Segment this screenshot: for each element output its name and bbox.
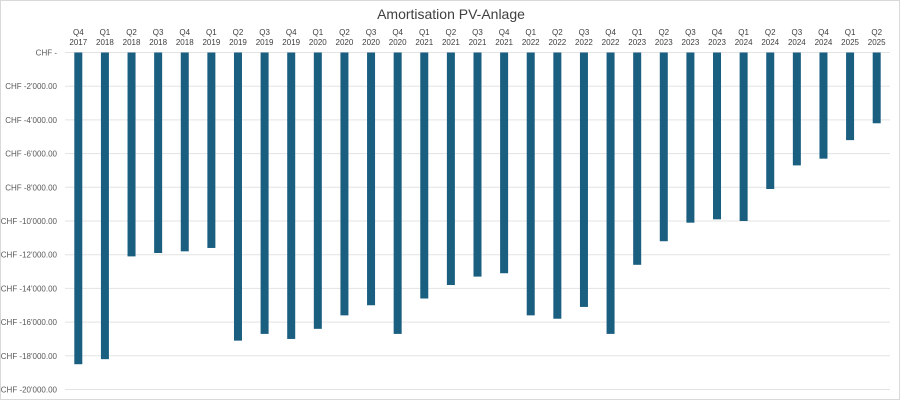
bar — [233, 52, 242, 341]
bar — [739, 52, 748, 221]
x-tick-label: Q1 2018 — [96, 28, 114, 47]
bar — [659, 52, 668, 242]
x-axis: Q4 2017 Q1 2018 Q2 2018 Q3 2018 Q4 2018 Q1 2019 Q2 20… — [69, 28, 886, 47]
bar — [367, 52, 376, 306]
bar — [446, 52, 455, 286]
bar — [872, 52, 881, 124]
x-tick-label: Q1 2020 — [309, 28, 327, 47]
bar — [473, 52, 482, 277]
x-tick-label: Q3 2024 — [788, 28, 806, 47]
bar — [127, 52, 136, 257]
x-tick-label: Q4 2023 — [708, 28, 726, 47]
bar — [553, 52, 562, 319]
bar — [686, 52, 695, 223]
x-tick-label: Q2 2021 — [442, 28, 460, 47]
x-tick-label: Q4 2024 — [815, 28, 833, 47]
bar — [180, 52, 189, 252]
bar — [713, 52, 722, 220]
y-tick-label: CHF -8'000.00 — [5, 183, 57, 192]
x-tick-label: Q3 2019 — [256, 28, 274, 47]
bar — [526, 52, 535, 316]
x-tick-label: Q4 2018 — [176, 28, 194, 47]
x-tick-label: Q2 2020 — [336, 28, 354, 47]
y-tick-label: CHF -14'000.00 — [1, 284, 58, 293]
x-tick-label: Q1 2021 — [415, 28, 433, 47]
x-tick-label: Q2 2022 — [548, 28, 566, 47]
x-tick-label: Q4 2017 — [69, 28, 87, 47]
x-tick-label: Q3 2021 — [469, 28, 487, 47]
y-tick-label: CHF -18'000.00 — [1, 352, 58, 361]
x-tick-label: Q4 2020 — [389, 28, 407, 47]
bar — [579, 52, 588, 307]
y-tick-label: CHF -4'000.00 — [5, 116, 57, 125]
bar — [846, 52, 855, 141]
chart-title: Amortisation PV-Anlage — [377, 6, 525, 22]
bar — [154, 52, 163, 254]
bar — [819, 52, 828, 159]
x-tick-label: Q1 2022 — [522, 28, 540, 47]
bar — [500, 52, 509, 274]
bar — [420, 52, 429, 299]
bar — [207, 52, 216, 248]
bar — [633, 52, 642, 265]
x-tick-label: Q3 2023 — [682, 28, 700, 47]
bar — [340, 52, 349, 316]
y-tick-label: CHF -20'000.00 — [1, 386, 58, 395]
x-tick-label: Q3 2018 — [149, 28, 167, 47]
bar — [100, 52, 109, 360]
y-tick-label: CHF -10'000.00 — [1, 217, 58, 226]
y-tick-label: CHF -16'000.00 — [1, 318, 58, 327]
bar-series — [74, 52, 881, 365]
y-axis: CHF - CHF -2'000.00 CHF -4'000.00 CHF -6'00… — [1, 49, 58, 395]
x-tick-label: Q4 2019 — [282, 28, 300, 47]
x-tick-label: Q4 2022 — [602, 28, 620, 47]
x-tick-label: Q4 2021 — [495, 28, 513, 47]
x-tick-label: Q3 2020 — [362, 28, 380, 47]
bar — [792, 52, 801, 166]
bar — [606, 52, 615, 334]
x-tick-label: Q3 2022 — [575, 28, 593, 47]
x-tick-label: Q2 2018 — [123, 28, 141, 47]
x-tick-label: Q1 2023 — [628, 28, 646, 47]
x-tick-label: Q1 2019 — [202, 28, 220, 47]
bar — [287, 52, 296, 339]
x-tick-label: Q1 2025 — [841, 28, 859, 47]
y-tick-label: CHF -12'000.00 — [1, 251, 58, 260]
y-tick-label: CHF - — [36, 49, 58, 58]
y-tick-label: CHF -2'000.00 — [5, 82, 57, 91]
bar — [766, 52, 775, 189]
x-tick-label: Q2 2023 — [655, 28, 673, 47]
x-tick-label: Q1 2024 — [735, 28, 753, 47]
bar — [260, 52, 269, 334]
bar — [313, 52, 322, 329]
x-tick-label: Q2 2019 — [229, 28, 247, 47]
bar — [74, 52, 83, 365]
y-tick-label: CHF -6'000.00 — [5, 150, 57, 159]
bar — [393, 52, 402, 334]
x-tick-label: Q2 2024 — [761, 28, 779, 47]
x-tick-label: Q2 2025 — [868, 28, 886, 47]
